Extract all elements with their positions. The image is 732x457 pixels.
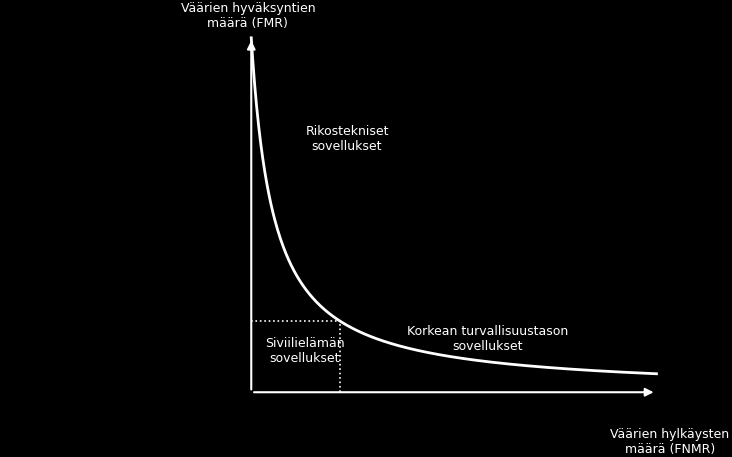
Text: Rikostekniset
sovellukset: Rikostekniset sovellukset <box>305 125 389 154</box>
Text: Siviilielämän
sovellukset: Siviilielämän sovellukset <box>265 337 344 365</box>
Text: Korkean turvallisuustason
sovellukset: Korkean turvallisuustason sovellukset <box>407 324 568 352</box>
Text: Väärien hyväksyntien
määrä (FMR): Väärien hyväksyntien määrä (FMR) <box>181 2 315 30</box>
Text: Väärien hylkäysten
määrä (FNMR): Väärien hylkäysten määrä (FNMR) <box>610 428 730 456</box>
